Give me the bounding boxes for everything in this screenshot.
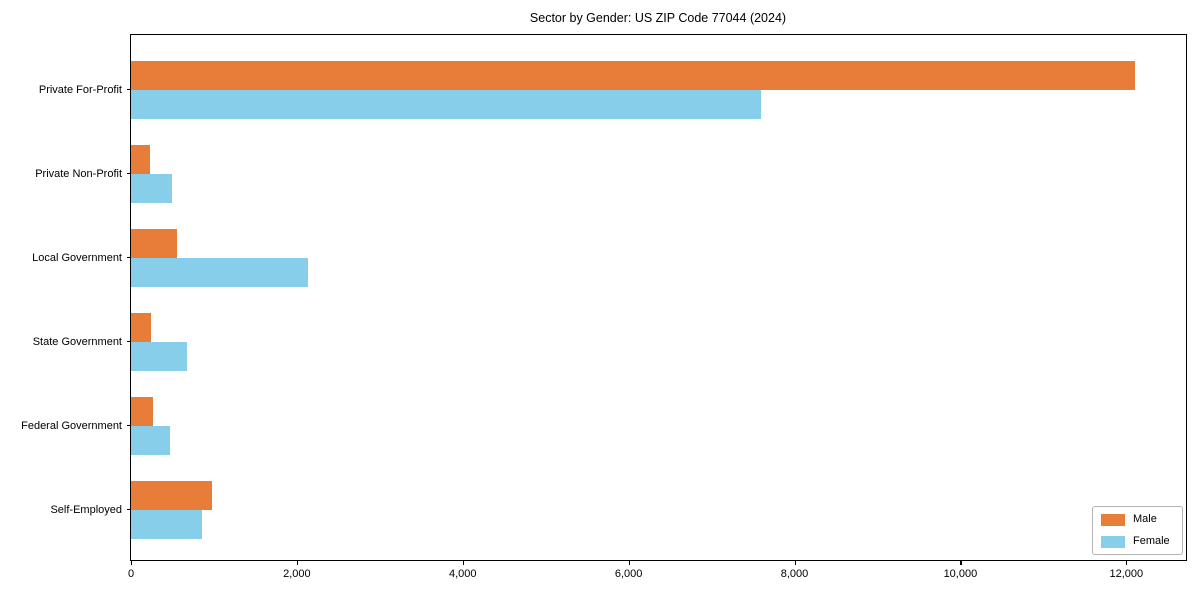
x-tick-label-4-000: 4,000: [448, 568, 477, 580]
bar-female-state-government: [131, 341, 188, 371]
bar-male-state-government: [131, 312, 151, 342]
bar-female-federal-government: [131, 425, 170, 455]
x-tick-mark: [296, 561, 299, 565]
y-tick-mark: [127, 88, 131, 90]
bar-male-self-employed: [131, 481, 213, 510]
y-tick-label-private-for-profit: Private For-Profit: [38, 83, 122, 96]
y-tick-label-federal-government: Federal Government: [21, 419, 122, 432]
x-tick-mark: [1126, 561, 1128, 565]
y-tick-label-local-government: Local Government: [32, 251, 122, 264]
y-tick-mark: [127, 256, 131, 258]
x-tick-label-12-000: 12,000: [1109, 568, 1144, 580]
y-tick-mark: [127, 509, 131, 511]
bar-male-private-for-profit: [131, 60, 1135, 90]
plot-area: [130, 34, 1187, 561]
x-tick-mark: [960, 561, 962, 565]
y-tick-label-self-employed: Self-Employed: [50, 504, 122, 516]
legend-label-male: Male: [1133, 513, 1157, 525]
x-tick-label-2-000: 2,000: [283, 568, 311, 580]
chart-title: Sector by Gender: US ZIP Code 77044 (202…: [529, 11, 787, 25]
bar-female-private-non-profit: [131, 173, 172, 203]
y-tick-mark: [127, 172, 131, 174]
legend-item-female: Female: [1101, 535, 1174, 548]
x-tick-mark: [131, 561, 133, 565]
x-tick-label-0: 0: [127, 568, 135, 580]
x-tick-mark: [628, 561, 630, 565]
bar-female-self-employed: [131, 510, 203, 539]
y-tick-label-private-non-profit: Private Non-Profit: [35, 167, 122, 180]
bar-male-federal-government: [131, 396, 153, 426]
legend-item-male: Male: [1101, 513, 1174, 526]
x-tick-label-6-000: 6,000: [614, 568, 643, 580]
y-tick-mark: [127, 424, 131, 427]
bar-male-private-non-profit: [131, 144, 151, 174]
bar-male-local-government: [131, 228, 178, 258]
bar-female-local-government: [131, 257, 309, 287]
female-color-swatch-icon: [1101, 535, 1125, 548]
x-tick-mark: [794, 561, 796, 565]
legend: Male Female: [1092, 506, 1183, 555]
y-tick-label-state-government: State Government: [32, 335, 122, 348]
x-tick-label-10-000: 10,000: [943, 568, 978, 580]
x-tick-mark: [462, 561, 464, 565]
male-color-swatch-icon: [1101, 513, 1125, 526]
legend-label-female: Female: [1133, 535, 1170, 547]
x-tick-label-8-000: 8,000: [780, 568, 809, 580]
bar-female-private-for-profit: [131, 89, 762, 119]
y-tick-mark: [127, 340, 131, 342]
